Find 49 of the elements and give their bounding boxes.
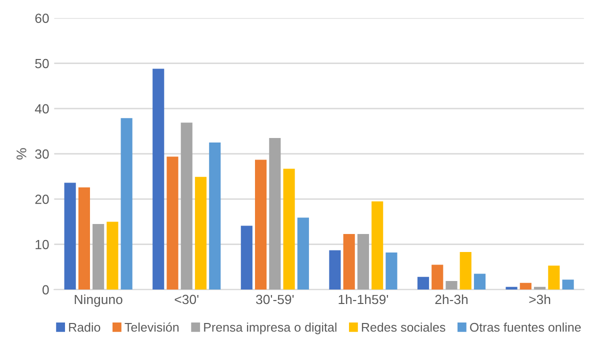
bar (562, 280, 574, 290)
bar (166, 156, 178, 290)
bar (446, 281, 458, 290)
y-tick-label: 10 (36, 240, 49, 250)
x-tick-label: 1h-1h59' (338, 294, 388, 304)
bar (460, 252, 472, 290)
legend-label: Prensa impresa o digital (204, 322, 336, 334)
bar (386, 252, 398, 290)
bar (209, 142, 221, 290)
bar (106, 222, 118, 290)
bar (506, 286, 518, 290)
x-tick-label: <30' (174, 294, 198, 304)
bar (520, 282, 532, 290)
y-tick-label: 0 (42, 285, 49, 295)
bar (92, 224, 104, 290)
bar (120, 118, 132, 290)
bar (417, 276, 430, 290)
bar (240, 226, 252, 290)
bar (372, 201, 384, 290)
x-tick-label: 30'-59' (256, 294, 294, 304)
legend-label: Radio (69, 322, 100, 332)
bar (343, 234, 355, 290)
bar (534, 286, 546, 290)
bar (269, 138, 281, 290)
y-tick-label: 30 (35, 149, 49, 159)
bar (283, 168, 295, 290)
bar (357, 234, 369, 290)
x-tick-label: Ninguno (74, 294, 122, 307)
bar (180, 122, 192, 290)
bar (254, 160, 267, 290)
y-axis-title: % (16, 148, 26, 160)
bar (432, 264, 444, 290)
bar (64, 182, 76, 290)
y-tick-label: 60 (35, 14, 49, 24)
x-tick-label: >3h (529, 294, 550, 304)
bar (548, 266, 560, 290)
bar (152, 68, 164, 290)
y-tick-label: 50 (35, 58, 49, 68)
bar (194, 176, 207, 290)
legend-label: Televisión (124, 322, 179, 332)
y-tick-label: 40 (34, 104, 49, 114)
y-tick-label: 20 (35, 194, 49, 204)
legend-label: Otras fuentes online (470, 322, 581, 332)
bar (297, 218, 309, 290)
bar (329, 250, 341, 290)
legend-label: Redes sociales (362, 322, 446, 332)
bar (78, 187, 90, 290)
x-tick-label: 2h-3h (435, 294, 468, 304)
bar (474, 274, 486, 290)
